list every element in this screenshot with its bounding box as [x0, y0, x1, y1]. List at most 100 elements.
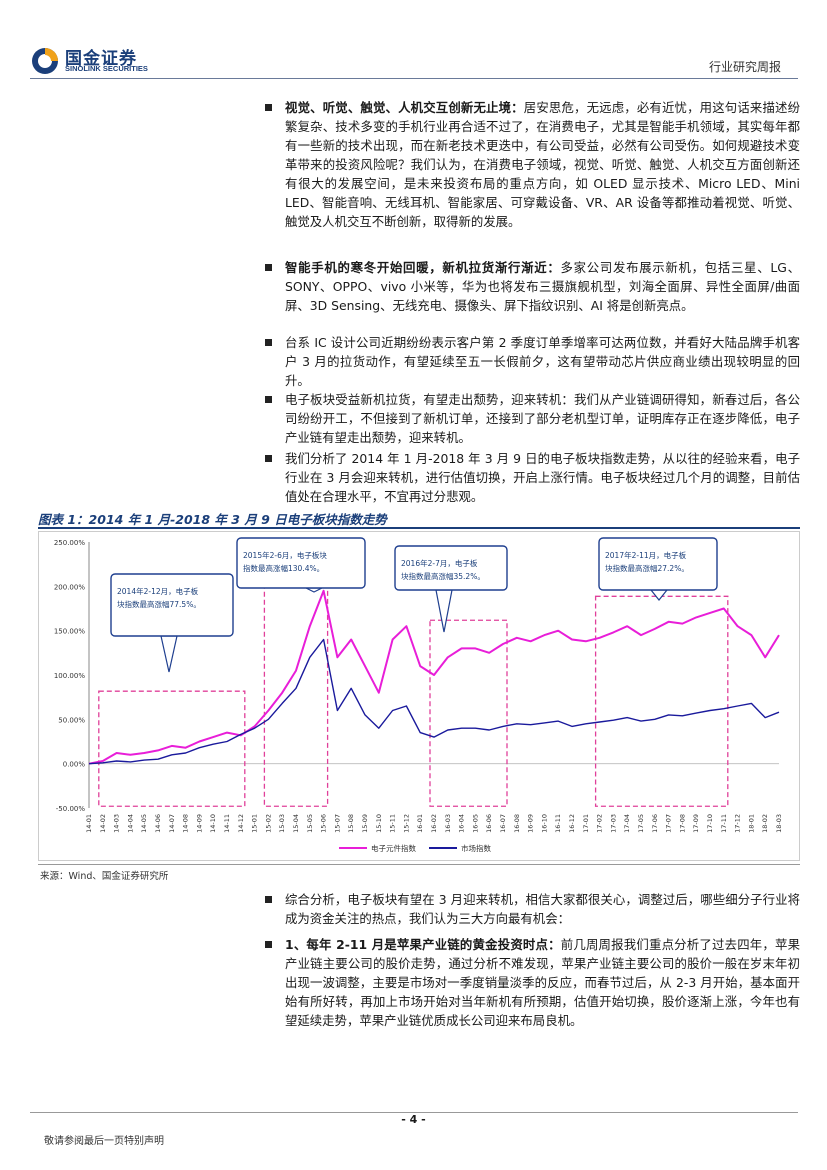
highlight-period-box	[594, 595, 729, 807]
header-divider	[30, 78, 798, 79]
paragraph-body: 前几周周报我们重点分析了过去四年，苹果产业链主要公司的股价走势，通过分析不难发现…	[285, 937, 800, 1028]
x-tick-label: 18-02	[761, 814, 769, 833]
paragraph-body: 我们分析了 2014 年 1 月-2018 年 3 月 9 日的电子板块指数走势…	[285, 451, 800, 504]
x-tick-label: 14-09	[195, 814, 203, 833]
report-type-label: 行业研究周报	[708, 60, 781, 74]
x-tick-label: 16-07	[499, 814, 507, 833]
paragraph-apple-chain: 1、每年 2-11 月是苹果产业链的黄金投资时点：前几周周报我们重点分析了过去四…	[265, 935, 800, 1030]
x-tick-label: 14-10	[209, 814, 217, 833]
x-tick-label: 14-04	[126, 814, 134, 833]
y-tick-label: 100.00%	[54, 672, 85, 680]
callout-text: 块指数最高涨幅77.5%。	[117, 599, 201, 609]
callout-box	[598, 537, 718, 591]
x-tick-label: 14-08	[182, 814, 190, 833]
x-tick-label: 15-09	[361, 814, 369, 833]
legend-label: 电子元件指数	[371, 843, 416, 853]
x-tick-label: 16-06	[485, 814, 493, 833]
x-tick-label: 15-04	[292, 814, 300, 833]
y-tick-label: 200.00%	[54, 583, 85, 591]
callout-box	[236, 537, 366, 589]
x-tick-label: 16-08	[513, 814, 521, 833]
paragraph-body: 台系 IC 设计公司近期纷纷表示客户第 2 季度订单季增率可达两位数，并看好大陆…	[285, 335, 800, 388]
chart-container: 250.00% 200.00% 150.00% 100.00% 50.00% 0.00% -…	[38, 531, 800, 861]
x-tick-label: 14-03	[113, 814, 121, 833]
footer-divider	[30, 1112, 798, 1113]
highlight-period-box	[429, 619, 508, 807]
x-tick-label: 15-10	[375, 814, 383, 833]
y-tick-label: 250.00%	[54, 539, 85, 547]
callout-text: 块指数最高涨幅35.2%。	[401, 571, 485, 581]
x-tick-label: 18-03	[775, 814, 783, 833]
x-tick-label: 16-04	[458, 814, 466, 833]
series-line-market	[88, 638, 780, 765]
paragraph-innovation: 视觉、听觉、触觉、人机交互创新无止境：居安思危，无远虑，必有近忧，用这句话来描述…	[265, 98, 801, 231]
page-header: 国金证券 SINOLINK SECURITIES 行业研究周报	[0, 0, 827, 82]
x-tick-label: 17-06	[651, 814, 659, 833]
disclaimer-text: 敬请参阅最后一页特别声明	[44, 1136, 164, 1147]
x-tick-label: 14-02	[99, 814, 107, 833]
callout-pointer	[649, 589, 669, 601]
paragraph-ic-design: 台系 IC 设计公司近期纷纷表示客户第 2 季度订单季增率可达两位数，并看好大陆…	[265, 333, 800, 390]
x-tick-label: 17-03	[609, 814, 617, 833]
y-tick-label: 150.00%	[54, 628, 85, 636]
x-tick-label: 17-11	[720, 814, 728, 833]
x-tick-label: 16-10	[540, 814, 548, 833]
x-tick-label: 17-09	[692, 814, 700, 833]
paragraph-lead: 视觉、听觉、触觉、人机交互创新无止境：	[285, 100, 524, 115]
callout-text: 2016年2-7月，电子板	[401, 558, 478, 568]
paragraph-electronics-sector: 电子板块受益新机拉货，有望走出颓势，迎来转机：我们从产业链调研得知，新春过后，各…	[265, 390, 800, 447]
x-tick-label: 17-12	[734, 814, 742, 833]
x-tick-label: 15-06	[320, 814, 328, 833]
y-tick-label: 50.00%	[58, 716, 85, 724]
x-tick-label: 17-07	[665, 814, 673, 833]
callout-text: 2015年2-6月，电子板块	[243, 550, 327, 560]
x-tick-label: 14-05	[140, 814, 148, 833]
x-tick-label: 16-11	[554, 814, 562, 833]
x-tick-label: 16-05	[471, 814, 479, 833]
paragraph-summary: 综合分析，电子板块有望在 3 月迎来转机，相信大家都很关心，调整过后，哪些细分子…	[265, 890, 800, 928]
paragraph-body: 居安思危，无远虑，必有近忧，用这句话来描述纷繁复杂、技术多变的手机行业再合适不过…	[285, 100, 801, 229]
figure-bottom-rule	[38, 864, 800, 865]
callout-text: 块指数最高涨幅27.2%。	[605, 563, 689, 573]
callout-text: 指数最高涨幅130.4%。	[243, 563, 324, 573]
paragraph-body: 综合分析，电子板块有望在 3 月迎来转机，相信大家都很关心，调整过后，哪些细分子…	[285, 892, 800, 926]
x-tick-label: 16-02	[430, 814, 438, 833]
x-tick-label: 14-01	[85, 814, 93, 833]
x-tick-label: 16-01	[416, 814, 424, 833]
callout-pointer	[435, 589, 453, 633]
x-tick-label: 17-10	[706, 814, 714, 833]
x-tick-label: 17-04	[623, 814, 631, 833]
figure-title: 图表 1：2014 年 1 月-2018 年 3 月 9 日电子板块指数走势	[38, 512, 387, 527]
x-tick-label: 15-08	[347, 814, 355, 833]
paragraph-body: 电子板块受益新机拉货，有望走出颓势，迎来转机：我们从产业链调研得知，新春过后，各…	[285, 392, 800, 445]
x-tick-label: 14-06	[154, 814, 162, 833]
figure-source: 来源：Wind、国金证券研究所	[40, 871, 169, 882]
callout-text: 2014年2-12月，电子板	[117, 586, 199, 596]
page-number: - 4 -	[401, 1113, 426, 1126]
callout-text: 2017年2-11月，电子板	[605, 550, 687, 560]
bullet-square-icon	[265, 941, 272, 948]
paragraph-lead: 1、每年 2-11 月是苹果产业链的黄金投资时点：	[285, 937, 561, 952]
x-tick-label: 17-05	[637, 814, 645, 833]
x-tick-label: 16-09	[527, 814, 535, 833]
figure-title-rule	[38, 527, 800, 529]
highlight-period-box	[263, 581, 329, 807]
callout-pointer	[160, 635, 178, 673]
sinolink-logo-icon	[32, 48, 58, 74]
line-chart: 250.00% 200.00% 150.00% 100.00% 50.00% 0.00% -…	[54, 537, 783, 853]
bullet-square-icon	[265, 896, 272, 903]
company-logo: 国金证券 SINOLINK SECURITIES	[30, 44, 160, 78]
bullet-square-icon	[265, 104, 272, 111]
legend-label: 市场指数	[461, 843, 491, 853]
paragraph-body: 多家公司发布展示新机，包括三星、LG、SONY、OPPO、vivo 小米等，华为…	[285, 260, 800, 313]
paragraph-smartphone-recovery: 智能手机的寒冬开始回暖，新机拉货渐行渐近：多家公司发布展示新机，包括三星、LG、…	[265, 258, 800, 315]
x-tick-label: 14-12	[237, 814, 245, 833]
x-tick-label: 15-05	[306, 814, 314, 833]
x-tick-label: 15-02	[264, 814, 272, 833]
x-tick-label: 17-01	[582, 814, 590, 833]
bullet-square-icon	[265, 396, 272, 403]
